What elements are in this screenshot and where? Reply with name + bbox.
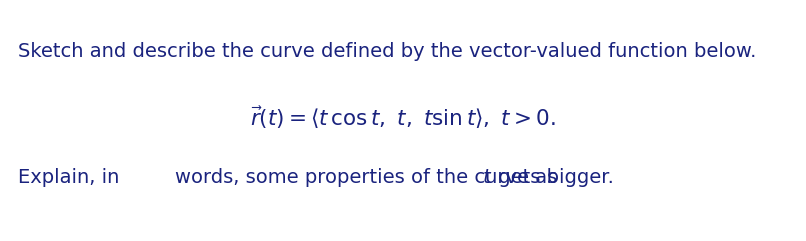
Text: $\vec{r}(t) = \langle t\,\cos t,\ t,\ t\sin t\rangle,\ t > 0.$: $\vec{r}(t) = \langle t\,\cos t,\ t,\ t\… <box>250 105 556 131</box>
Text: words, some properties of the curve as: words, some properties of the curve as <box>175 168 563 187</box>
Text: Sketch and describe the curve defined by the vector-valued function below.: Sketch and describe the curve defined by… <box>18 42 756 61</box>
Text: t: t <box>483 168 491 187</box>
Text: Explain, in: Explain, in <box>18 168 119 187</box>
Text: gets bigger.: gets bigger. <box>492 168 614 187</box>
